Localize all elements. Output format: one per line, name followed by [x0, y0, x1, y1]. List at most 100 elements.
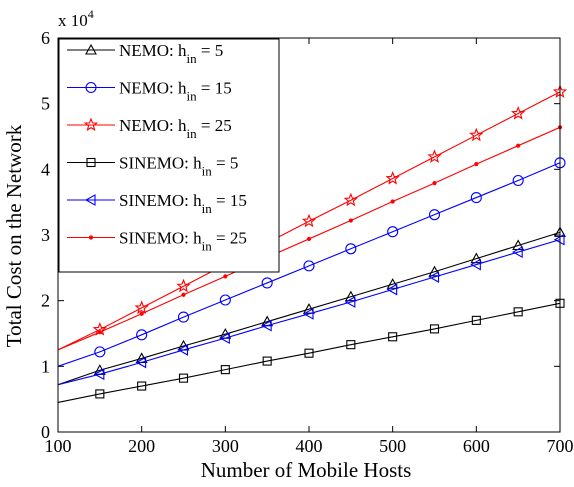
legend-marker — [88, 235, 94, 240]
series-2 — [57, 157, 566, 367]
legend-marker — [86, 157, 96, 168]
data-point — [93, 368, 105, 381]
series-5 — [57, 233, 565, 386]
data-point — [428, 265, 441, 277]
data-point — [137, 381, 147, 391]
data-point — [516, 143, 521, 148]
data-point — [181, 292, 186, 297]
data-point — [261, 277, 273, 289]
data-point — [219, 332, 230, 345]
data-point — [304, 348, 314, 358]
data-point — [512, 174, 524, 187]
data-point — [471, 315, 481, 325]
data-point — [303, 260, 315, 272]
data-point — [136, 329, 148, 341]
data-point — [134, 300, 149, 314]
legend-entry: SINEMO: hin = 5 — [67, 154, 238, 179]
series-line — [57, 239, 561, 386]
legend-entry: NEMO: hin = 25 — [67, 116, 232, 141]
series-line — [57, 302, 561, 403]
data-point — [512, 246, 523, 259]
data-point — [474, 161, 479, 167]
legend: NEMO: hin = 5 NEMO: hin = 15 NEMO: hin = 2… — [58, 38, 280, 273]
data-point — [346, 340, 356, 350]
series-4 — [57, 298, 565, 403]
data-point — [220, 365, 230, 375]
data-point — [386, 278, 399, 289]
data-point — [428, 271, 440, 283]
legend-entry: SINEMO: hin = 25 — [67, 229, 247, 254]
data-point — [94, 346, 106, 358]
data-point — [386, 283, 398, 296]
x-tick-label: 300 — [212, 436, 239, 456]
data-point — [470, 258, 481, 271]
data-point — [135, 356, 147, 369]
data-point — [344, 290, 357, 302]
plot-area: 100 200 300 400 500 600 700 0 1 2 3 4 5 6 — [41, 28, 574, 456]
data-point — [301, 213, 317, 228]
y-axis-label: Total Cost on the Network — [2, 124, 26, 347]
x-axis-label: Number of Mobile Hosts — [201, 458, 412, 482]
legend-label: SINEMO: hin = 5 — [119, 154, 238, 179]
legend-label: NEMO: hin = 25 — [119, 116, 232, 141]
y-tick-label: 3 — [41, 225, 50, 245]
x-tick-label: 200 — [128, 436, 155, 456]
data-point — [432, 181, 437, 186]
data-point — [348, 218, 353, 223]
data-point — [343, 192, 358, 207]
data-point — [223, 274, 228, 279]
legend-marker — [84, 194, 96, 206]
data-point — [387, 226, 399, 238]
series-line — [57, 162, 561, 367]
legend-label: NEMO: hin = 5 — [119, 41, 223, 66]
y-multiplier-label: x 104 — [58, 7, 94, 30]
series-line — [57, 91, 561, 351]
y-tick-label: 5 — [41, 94, 50, 114]
data-point — [306, 236, 312, 242]
x-tick-label: 400 — [296, 436, 323, 456]
data-point — [97, 330, 102, 335]
data-point — [303, 303, 315, 314]
data-point — [470, 192, 482, 204]
legend-entry: SINEMO: hin = 15 — [67, 191, 247, 216]
series-1 — [57, 226, 566, 386]
data-point — [511, 106, 526, 120]
legend-label: SINEMO: hin = 15 — [119, 191, 247, 216]
y-tick-label: 0 — [41, 422, 50, 442]
data-point — [95, 389, 105, 399]
data-point — [176, 278, 191, 293]
legend-label: NEMO: hin = 15 — [119, 79, 232, 104]
data-point — [177, 343, 189, 356]
data-point — [428, 209, 441, 221]
data-point — [388, 332, 398, 342]
data-point — [344, 296, 356, 308]
data-point — [345, 243, 357, 255]
data-point — [390, 199, 395, 204]
data-point — [261, 319, 272, 332]
y-multiplier-exponent: 4 — [88, 7, 94, 21]
y-tick-label: 1 — [41, 356, 50, 376]
data-point — [219, 294, 231, 306]
data-point — [427, 149, 442, 163]
y-tick-label: 4 — [41, 159, 50, 179]
x-tick-label: 700 — [547, 436, 574, 456]
series-6 — [57, 125, 563, 351]
data-point — [513, 307, 523, 317]
data-point — [429, 324, 440, 334]
y-multiplier-base: x 10 — [58, 11, 88, 30]
legend-marker — [83, 117, 99, 132]
series-line — [57, 231, 561, 386]
data-point — [470, 252, 483, 264]
x-tick-label: 100 — [45, 436, 72, 456]
legend-marker — [85, 43, 97, 55]
data-point — [302, 307, 314, 320]
legend-entry: NEMO: hin = 5 — [67, 41, 223, 66]
data-point — [262, 356, 272, 366]
data-point — [178, 373, 189, 383]
y-tick-label: 2 — [41, 291, 50, 311]
y-tick-label: 6 — [41, 28, 50, 48]
legend-marker — [85, 81, 97, 94]
data-point — [469, 127, 484, 142]
data-point — [139, 311, 144, 316]
